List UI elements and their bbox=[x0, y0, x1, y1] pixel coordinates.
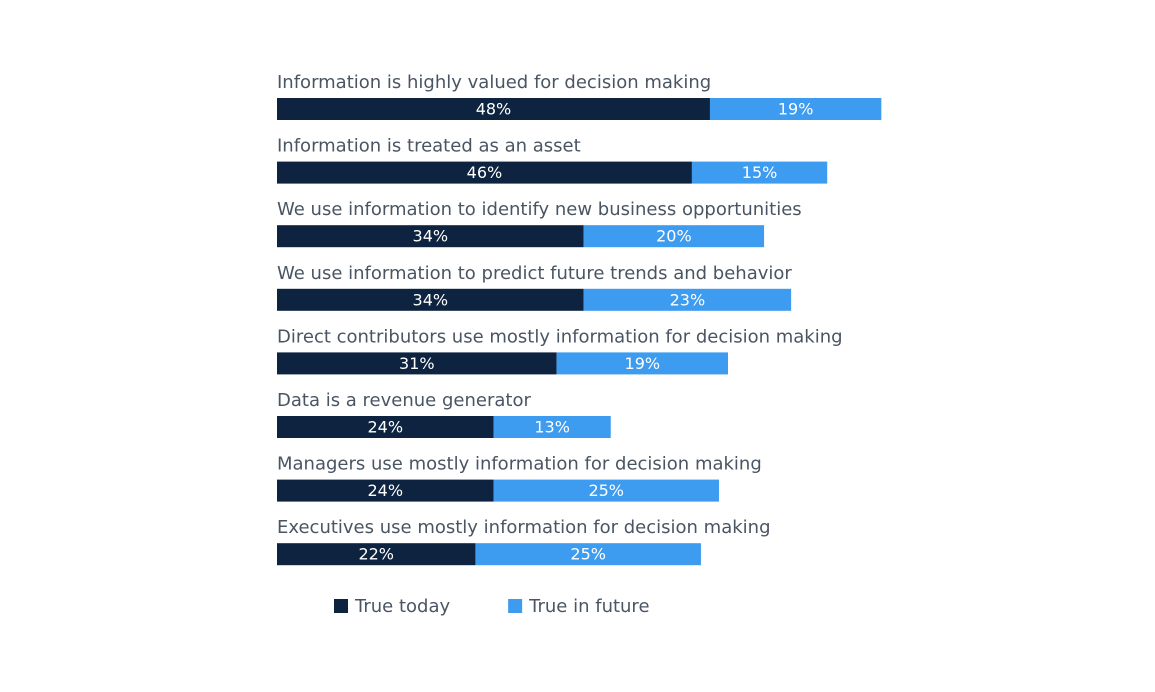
bar-segment bbox=[277, 416, 494, 438]
value-label: 23% bbox=[670, 290, 706, 309]
value-label: 46% bbox=[467, 163, 503, 182]
value-label: 34% bbox=[413, 227, 449, 246]
bar-segment bbox=[277, 352, 557, 375]
value-label: 24% bbox=[367, 481, 403, 500]
bar-segment bbox=[475, 543, 701, 566]
category-label: Data is a revenue generator bbox=[277, 390, 531, 411]
category-label: We use information to predict future tre… bbox=[277, 263, 792, 284]
bar-segment bbox=[277, 479, 494, 502]
value-label: 13% bbox=[534, 418, 570, 437]
bar-segment bbox=[583, 225, 765, 248]
category-label: Information is treated as an asset bbox=[277, 136, 581, 157]
category-label: Information is highly valued for decisio… bbox=[277, 72, 711, 93]
value-label: 15% bbox=[742, 163, 778, 182]
value-label: 34% bbox=[413, 290, 449, 309]
value-label: 25% bbox=[588, 481, 624, 500]
value-label: 25% bbox=[570, 545, 606, 564]
legend-swatch bbox=[334, 599, 348, 613]
value-label: 31% bbox=[399, 354, 435, 373]
bar-segment bbox=[493, 479, 719, 502]
bar-segment bbox=[277, 543, 476, 566]
bar-segment bbox=[277, 288, 584, 311]
value-label: 22% bbox=[358, 545, 394, 564]
legend-label: True in future bbox=[528, 596, 649, 617]
value-label: 24% bbox=[367, 418, 403, 437]
value-label: 19% bbox=[625, 354, 661, 373]
category-label: We use information to identify new busin… bbox=[277, 199, 802, 220]
category-label: Direct contributors use mostly informati… bbox=[277, 326, 843, 347]
value-label: 19% bbox=[778, 100, 814, 119]
value-label: 48% bbox=[476, 100, 512, 119]
bar-segment bbox=[709, 98, 882, 120]
bar-segment bbox=[493, 416, 611, 438]
legend-swatch bbox=[508, 599, 523, 613]
bar-segment bbox=[691, 161, 828, 184]
category-label: Executives use mostly information for de… bbox=[277, 517, 771, 538]
bar-segment bbox=[277, 225, 584, 248]
value-label: 20% bbox=[656, 227, 692, 246]
category-label: Managers use mostly information for deci… bbox=[277, 454, 762, 475]
bar-segment bbox=[277, 98, 710, 120]
bar-segment bbox=[277, 161, 692, 184]
legend-label: True today bbox=[354, 596, 450, 617]
bar-segment bbox=[583, 288, 792, 311]
bar-segment bbox=[556, 352, 728, 375]
